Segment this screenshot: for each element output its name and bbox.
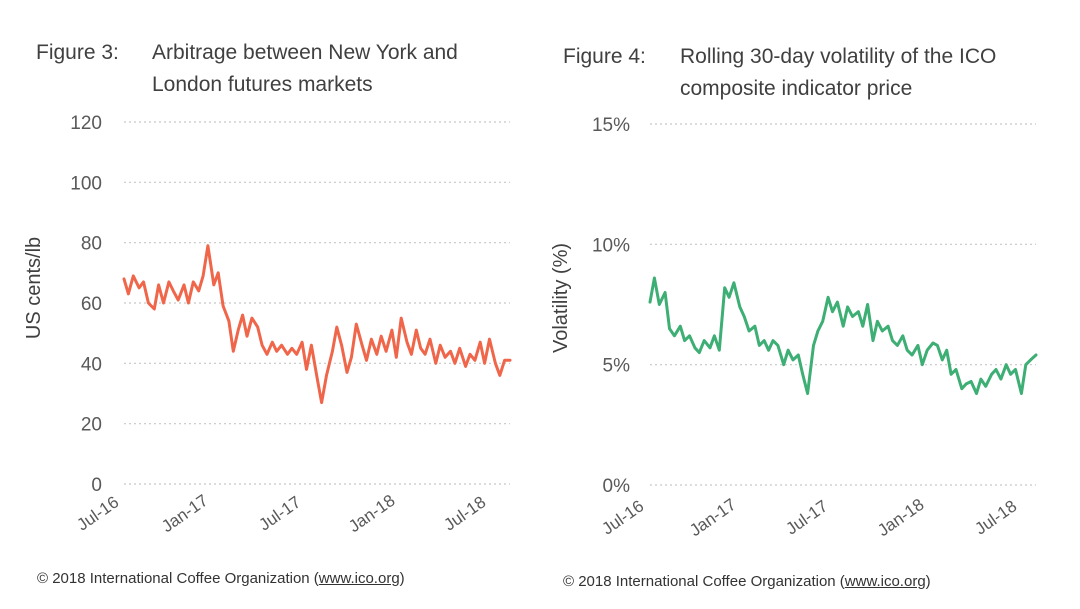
figure-4-title-line-1: Rolling 30-day volatility of the ICO xyxy=(680,45,997,68)
figure-3-title-line-2: London futures markets xyxy=(152,73,373,96)
x-tick-label: Jan-18 xyxy=(345,491,398,536)
figure-4-copyright-link[interactable]: www.ico.org xyxy=(844,573,926,590)
figure-3-chart: 0 20 40 60 80 100 120 US cents/lb Jul-16 Jan-17 Ju… xyxy=(23,113,512,536)
y-tick-label: 100 xyxy=(70,173,102,194)
x-tick-label: Jul-17 xyxy=(255,492,304,534)
y-tick-label: 0 xyxy=(91,475,102,496)
y-tick-label: 120 xyxy=(70,113,102,134)
figure-4-chart: 0% 5% 10% 15% Volatility (%) Jul-16 Jan-17 Jul-… xyxy=(550,115,1038,540)
y-tick-label: 5% xyxy=(603,356,631,377)
figure-4-title: Rolling 30-day volatility of the ICO com… xyxy=(680,41,996,105)
figure-3-copyright: © 2018 International Coffee Organization… xyxy=(37,570,405,587)
figure-3-title-line-1: Arbitrage between New York and xyxy=(152,41,458,64)
y-axis-label: Volatility (%) xyxy=(550,243,572,353)
x-tick-label: Jul-18 xyxy=(971,496,1020,538)
y-tick-label: 15% xyxy=(592,115,630,136)
y-tick-label: 80 xyxy=(81,234,102,255)
y-axis-label: US cents/lb xyxy=(23,237,45,339)
figure-4-number: Figure 4: xyxy=(563,45,646,68)
series-line xyxy=(122,244,512,405)
x-tick-label: Jul-17 xyxy=(782,496,831,538)
figure-3-copyright-end: ) xyxy=(399,570,405,587)
x-tick-label: Jan-17 xyxy=(158,491,211,536)
figure-4-copyright-end: ) xyxy=(925,573,931,590)
figure-4-title-line-2: composite indicator price xyxy=(680,77,913,100)
figure-3-number: Figure 3: xyxy=(36,41,119,64)
x-tick-label: Jul-18 xyxy=(440,492,489,534)
y-tick-label: 40 xyxy=(81,354,102,375)
y-tick-label: 20 xyxy=(81,415,102,436)
figure-4-copyright-text: © 2018 International Coffee Organization… xyxy=(563,573,845,590)
x-tick-label: Jan-18 xyxy=(874,495,927,540)
y-tick-label: 0% xyxy=(603,476,631,497)
series-line xyxy=(648,276,1038,395)
y-tick-label: 60 xyxy=(81,294,102,315)
x-tick-label: Jul-16 xyxy=(73,492,122,534)
x-tick-label: Jul-16 xyxy=(598,496,647,538)
figure-4-copyright: © 2018 International Coffee Organization… xyxy=(563,573,931,590)
figure-3-copyright-link[interactable]: www.ico.org xyxy=(318,570,400,587)
y-tick-label: 10% xyxy=(592,235,630,256)
x-tick-label: Jan-17 xyxy=(686,495,739,540)
figure-3-copyright-text: © 2018 International Coffee Organization… xyxy=(37,570,319,587)
figure-3-title: Arbitrage between New York and London fu… xyxy=(152,37,458,101)
